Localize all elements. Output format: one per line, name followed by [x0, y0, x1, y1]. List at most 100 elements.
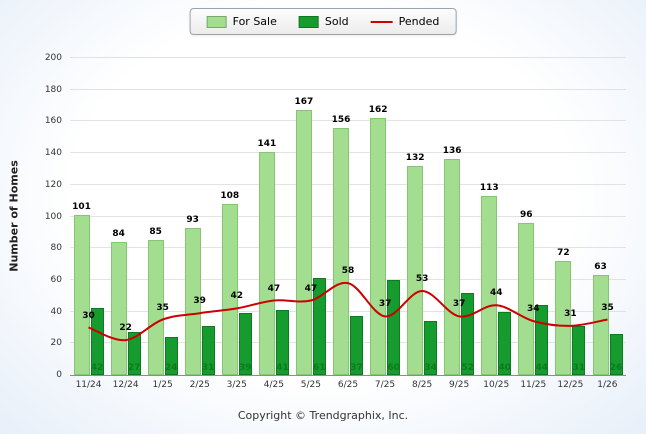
pended-line-swatch-icon — [370, 20, 393, 23]
y-axis-ticks: 0 20 40 60 80 100 120 140 160 180 200 — [34, 53, 64, 380]
y-tick-label: 80 — [50, 243, 62, 254]
x-tick-label: 2/25 — [189, 380, 210, 390]
for-sale-value-label: 93 — [186, 214, 199, 225]
y-tick-label: 40 — [50, 306, 62, 317]
bar-for-sale — [221, 203, 238, 375]
x-tick-label: 7/25 — [374, 380, 396, 390]
y-axis-title: Number of Homes — [7, 160, 21, 272]
x-tick-label: 1/26 — [597, 380, 618, 390]
bar-sold — [387, 279, 401, 375]
x-tick-label: 9/25 — [449, 380, 470, 390]
pended-value-label: 58 — [341, 266, 355, 277]
y-tick-label: 200 — [44, 53, 62, 63]
for-sale-value-label: 72 — [557, 247, 570, 258]
pended-value-label: 30 — [82, 310, 95, 321]
sold-value-label: 61 — [313, 363, 326, 373]
for-sale-value-label: 141 — [257, 138, 277, 149]
x-tick-label: 4/25 — [263, 380, 284, 390]
gridline — [70, 57, 626, 58]
sold-value-label: 60 — [387, 363, 400, 373]
bar-for-sale — [73, 214, 90, 375]
legend-item-sold: Sold — [298, 15, 349, 28]
bar-for-sale — [592, 275, 609, 375]
gridline — [70, 120, 626, 122]
y-tick-label: 100 — [44, 211, 62, 222]
pended-value-label: 47 — [304, 283, 318, 294]
x-tick-label: 3/25 — [226, 380, 247, 390]
x-tick-label: 11/25 — [520, 380, 547, 390]
x-axis-labels: 11/24 12/24 1/25 2/25 3/25 4/25 5/25 6/25 7/25 8/… — [70, 380, 626, 390]
for-sale-value-label: 113 — [479, 182, 499, 193]
legend-item-for-sale: For Sale — [206, 15, 277, 28]
bar-for-sale — [295, 110, 312, 375]
pended-value-label: 37 — [452, 299, 466, 310]
y-tick-label: 20 — [50, 338, 62, 349]
x-tick-label: 1/25 — [152, 380, 173, 390]
gridline — [70, 88, 626, 90]
plot-area: 101 42 84 27 85 24 93 31 108 39 141 41 167 61 156 37 162… — [70, 57, 626, 376]
for-sale-value-label: 167 — [294, 97, 314, 108]
y-tick-label: 0 — [56, 370, 62, 380]
sold-value-label: 44 — [535, 363, 549, 373]
for-sale-value-label: 96 — [520, 209, 533, 220]
sold-value-label: 24 — [164, 363, 178, 373]
sold-value-label: 42 — [90, 363, 104, 373]
sold-value-label: 27 — [127, 363, 141, 373]
for-sale-value-label: 101 — [72, 201, 91, 212]
pended-value-label: 31 — [564, 308, 577, 319]
pended-value-label: 37 — [378, 299, 392, 310]
x-tick-label: 6/25 — [337, 380, 359, 390]
for-sale-value-label: 132 — [405, 152, 425, 163]
y-tick-label: 120 — [44, 179, 62, 190]
bar-for-sale — [110, 241, 127, 375]
x-tick-label: 5/25 — [300, 380, 322, 390]
pended-value-label: 39 — [193, 296, 206, 307]
bar-for-sale — [333, 127, 349, 375]
sold-value-label: 37 — [350, 363, 363, 373]
sold-value-label: 34 — [424, 363, 437, 373]
for-sale-value-label: 156 — [331, 114, 351, 125]
pended-value-label: 34 — [527, 304, 540, 315]
pended-value-label: 35 — [156, 302, 169, 313]
bar-for-sale — [444, 159, 461, 375]
for-sale-value-label: 162 — [368, 105, 388, 116]
sold-value-label: 31 — [201, 363, 215, 373]
y-tick-label: 60 — [50, 274, 62, 285]
sold-value-label: 31 — [572, 363, 586, 373]
bar-for-sale — [370, 118, 387, 375]
sold-swatch-icon — [298, 15, 319, 28]
x-tick-label: 11/24 — [75, 380, 102, 390]
legend: For Sale Sold Pended — [189, 8, 457, 35]
legend-label-for-sale: For Sale — [232, 15, 277, 28]
sold-value-label: 39 — [239, 363, 252, 373]
pended-value-label: 47 — [267, 283, 281, 294]
x-tick-label: 10/25 — [483, 380, 510, 390]
legend-item-pended: Pended — [370, 15, 440, 28]
x-tick-label: 12/25 — [557, 380, 584, 390]
bar-sold — [609, 333, 623, 375]
bar-for-sale — [481, 195, 498, 375]
y-tick-label: 140 — [44, 148, 62, 159]
sold-value-label: 26 — [609, 363, 623, 373]
x-tick-label: 12/24 — [112, 380, 139, 390]
copyright-text: Copyright © Trendgraphix, Inc. — [237, 409, 409, 422]
sold-value-label: 40 — [498, 363, 512, 373]
bar-for-sale — [518, 222, 535, 375]
y-tick-label: 160 — [44, 116, 62, 127]
pended-value-label: 35 — [601, 302, 614, 313]
pended-value-label: 44 — [490, 288, 503, 299]
for-sale-value-label: 108 — [220, 190, 240, 201]
bar-for-sale — [407, 165, 424, 375]
for-sale-value-label: 85 — [149, 227, 162, 238]
legend-label-pended: Pended — [398, 15, 440, 28]
x-tick-label: 8/25 — [411, 380, 433, 390]
pended-value-label: 22 — [119, 323, 132, 334]
bar-for-sale — [258, 151, 275, 375]
sold-value-label: 41 — [276, 363, 289, 373]
for-sale-value-label: 136 — [442, 146, 462, 157]
for-sale-swatch-icon — [206, 15, 227, 28]
legend-label-sold: Sold — [324, 15, 349, 28]
sold-value-label: 52 — [461, 363, 474, 373]
pended-value-label: 53 — [415, 274, 429, 284]
